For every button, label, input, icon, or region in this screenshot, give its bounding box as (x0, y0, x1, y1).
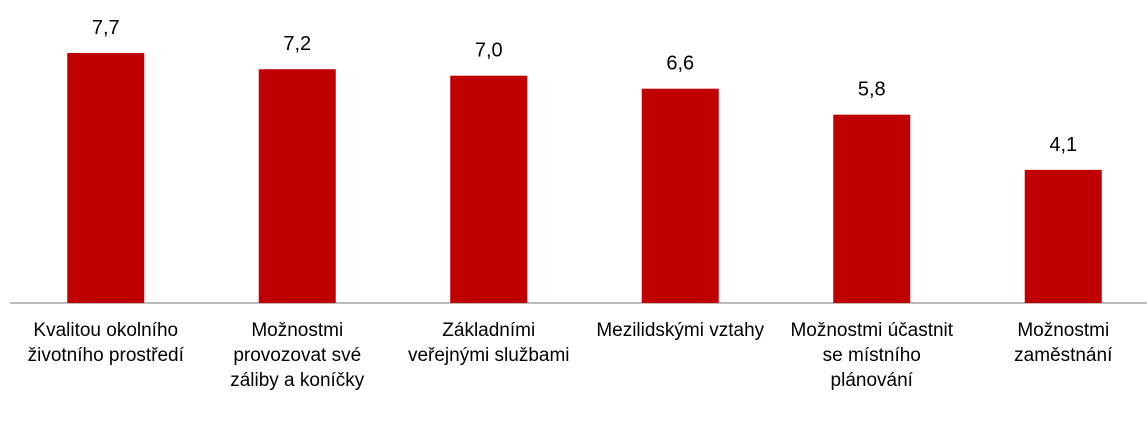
bar (833, 114, 911, 303)
value-label: 4,1 (1049, 134, 1077, 156)
value-label: 5,8 (858, 79, 886, 101)
bar (450, 75, 528, 304)
x-tick-label: Mezilidskými vztahy (596, 320, 765, 341)
value-label: 6,6 (666, 53, 694, 75)
value-label: 7,2 (283, 33, 311, 55)
value-label: 7,7 (92, 17, 120, 39)
x-tick-label: Základními veřejnými službami (407, 320, 570, 366)
bar (258, 69, 336, 303)
value-label: 7,0 (475, 40, 503, 62)
bar (67, 52, 145, 303)
bar (641, 88, 719, 303)
x-tick-label: Kvalitou okolního životního prostředí (27, 320, 184, 366)
x-tick-label: Možnostmi provozovat své záliby a koníčk… (230, 320, 365, 391)
x-tick-label: Možnostmi zaměstnání (1014, 320, 1113, 366)
bar (1024, 169, 1102, 303)
x-tick-label: Možnostmi účastnit se místního plánování (790, 320, 954, 391)
